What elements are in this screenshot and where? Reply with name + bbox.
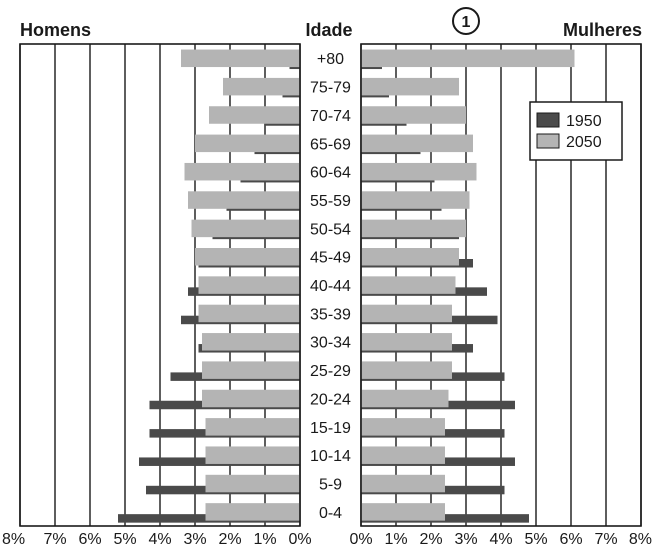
x-tick-label-left: 8% [2, 531, 25, 548]
age-group-label: 15-19 [310, 420, 351, 437]
bar-men-2050 [184, 162, 300, 181]
age-group-label: 60-64 [310, 165, 351, 182]
right-panel-frame [360, 43, 642, 527]
bar-women-2050 [361, 77, 459, 96]
x-tick-label-right: 0% [349, 531, 372, 548]
age-group-label: 35-39 [310, 306, 351, 323]
legend: 1950 2050 [529, 101, 623, 161]
bar-women-2050 [361, 162, 477, 181]
age-group-label: 25-29 [310, 363, 351, 380]
x-tick-label-right: 3% [454, 531, 477, 548]
bar-women-2050 [361, 361, 452, 379]
age-group-label: 10-14 [310, 448, 351, 465]
bar-women-2050 [361, 474, 445, 493]
x-tick-label-left: 4% [148, 531, 171, 548]
x-tick-label-left: 5% [113, 531, 136, 548]
x-tick-label-right: 5% [524, 531, 547, 548]
bars-layer [118, 49, 575, 523]
panel-frames [19, 43, 642, 527]
figure-number-badge: 1 [452, 7, 480, 35]
bar-men-2050 [198, 276, 300, 294]
bar-women-2050 [361, 389, 449, 408]
age-group-label: 45-49 [310, 250, 351, 267]
bar-women-2050 [361, 418, 445, 436]
age-group-label: 70-74 [310, 108, 351, 125]
age-group-label: 30-34 [310, 335, 351, 352]
legend-label-1950: 1950 [566, 113, 602, 130]
bar-men-2050 [205, 446, 300, 464]
bar-women-2050 [361, 134, 473, 153]
bar-men-2050 [191, 219, 300, 238]
age-group-label: 5-9 [319, 476, 342, 493]
x-tick-label-left: 6% [78, 531, 101, 548]
bar-women-2050 [361, 503, 445, 521]
figure-number-text: 1 [462, 14, 471, 31]
bar-women-2050 [361, 276, 456, 294]
x-tick-label-left: 0% [288, 531, 311, 548]
left-panel-frame [19, 43, 301, 527]
x-tick-labels: 8% 7% 6% 5% 4% 3% 2% 1% 0% 0% 1% 2% 3% 4% 5% 6% 7% 8% [2, 531, 652, 548]
left-panel-title: Homens [20, 20, 91, 40]
bar-men-2050 [202, 333, 300, 351]
bar-men-2050 [181, 49, 300, 68]
legend-swatch-2050 [536, 133, 560, 149]
x-tick-label-right: 2% [419, 531, 442, 548]
bar-women-2050 [361, 106, 466, 124]
bar-men-2050 [205, 418, 300, 436]
age-group-label: 20-24 [310, 391, 351, 408]
bar-women-2050 [361, 248, 459, 266]
bar-men-2050 [188, 191, 300, 209]
x-tick-label-left: 7% [43, 531, 66, 548]
x-tick-label-right: 7% [594, 531, 617, 548]
legend-box [529, 101, 623, 161]
age-group-label: +80 [317, 51, 344, 68]
right-panel-title: Mulheres [563, 20, 642, 40]
age-group-label: 0-4 [319, 505, 342, 522]
x-tick-label-left: 1% [253, 531, 276, 548]
bar-women-2050 [361, 49, 575, 68]
bar-women-2050 [361, 219, 466, 238]
bar-women-2050 [361, 446, 445, 464]
x-tick-label-right: 4% [489, 531, 512, 548]
bar-men-2050 [202, 361, 300, 379]
legend-swatch-1950 [536, 112, 560, 128]
bar-men-2050 [198, 304, 300, 323]
center-axis-title: Idade [305, 20, 352, 40]
legend-label-2050: 2050 [566, 134, 602, 151]
age-group-label: 40-44 [310, 278, 351, 295]
bar-men-2050 [209, 106, 300, 124]
bar-women-2050 [361, 333, 452, 351]
bar-men-2050 [195, 134, 300, 153]
age-group-labels: 0-4 5-9 10-14 15-19 20-24 25-29 30-34 35-39 40-4… [310, 51, 351, 522]
bar-men-2050 [195, 248, 300, 266]
age-group-label: 75-79 [310, 80, 351, 97]
x-tick-label-right: 8% [629, 531, 652, 548]
age-group-label: 55-59 [310, 193, 351, 210]
bar-men-2050 [223, 77, 300, 96]
age-group-label: 50-54 [310, 221, 351, 238]
bar-women-2050 [361, 304, 452, 323]
bar-women-2050 [361, 191, 470, 209]
x-tick-label-right: 1% [384, 531, 407, 548]
bar-men-2050 [202, 389, 300, 408]
age-group-label: 65-69 [310, 136, 351, 153]
x-tick-label-left: 3% [183, 531, 206, 548]
bar-men-2050 [205, 474, 300, 493]
x-tick-label-left: 2% [218, 531, 241, 548]
bar-men-2050 [205, 503, 300, 521]
x-tick-label-right: 6% [559, 531, 582, 548]
